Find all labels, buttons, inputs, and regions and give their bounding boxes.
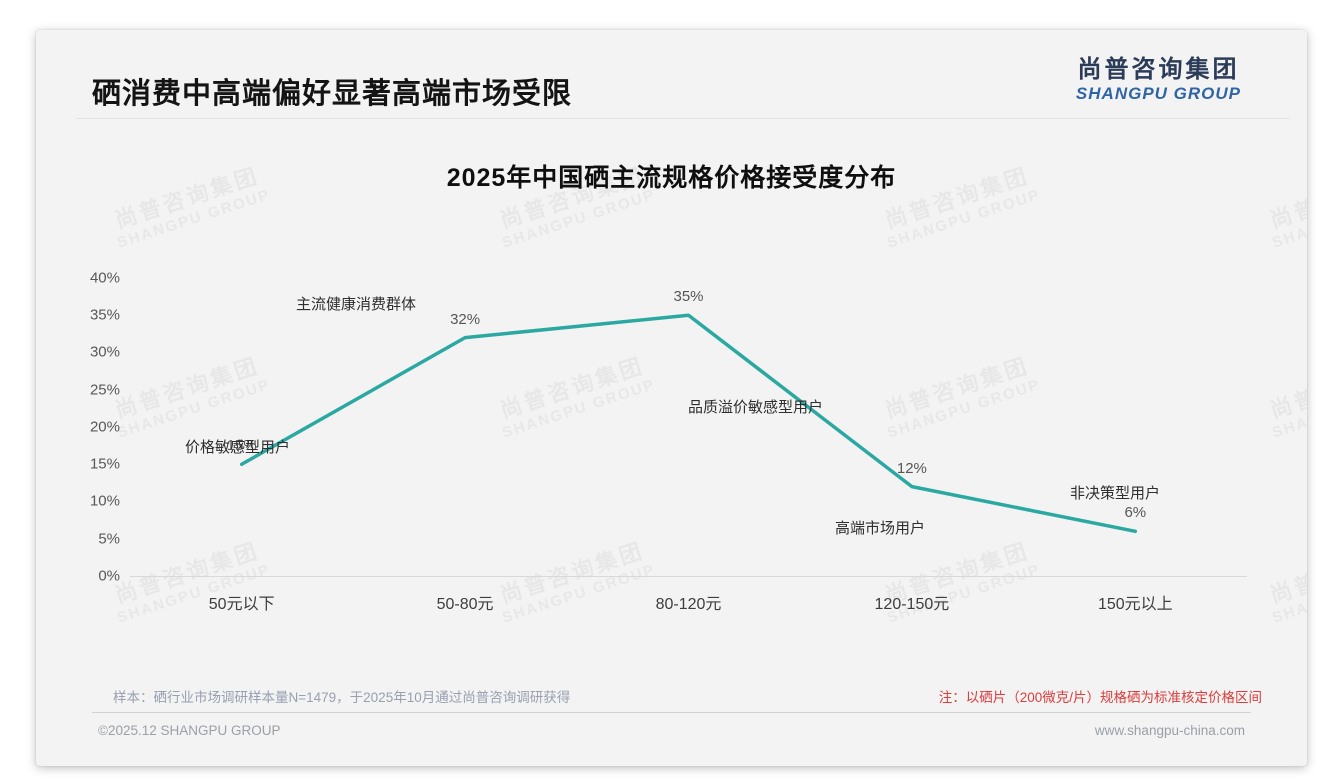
- website-url: www.shangpu-china.com: [1094, 723, 1245, 738]
- line-chart: [239, 313, 1138, 534]
- data-label: 15%: [226, 437, 257, 455]
- data-label: 12%: [896, 459, 927, 477]
- annotation-non-decision: 非决策型用户: [1070, 485, 1161, 502]
- copyright-text: ©2025.12 SHANGPU GROUP: [98, 723, 281, 738]
- sample-note: 样本：硒行业市场调研样本量N=1479，于2025年10月通过尚普咨询调研获得: [113, 690, 571, 705]
- x-category-label: 50-80元: [436, 596, 494, 613]
- x-axis-line: [130, 576, 1247, 577]
- data-label: 32%: [450, 310, 481, 328]
- y-tick: 0%: [98, 567, 120, 585]
- data-label: 35%: [673, 288, 704, 306]
- y-tick: 35%: [89, 306, 120, 324]
- annotation-highend-market: 高端市场用户: [835, 520, 926, 537]
- chart-title: 2025年中国硒主流规格价格接受度分布: [446, 164, 897, 192]
- data-label: 6%: [1124, 504, 1147, 522]
- annotation-mainstream-health: 主流健康消费群体: [296, 296, 417, 313]
- x-category-label: 120-150元: [874, 596, 950, 613]
- logo-en-text: SHANGPU GROUP: [1075, 83, 1241, 103]
- x-category-label: 50元以下: [208, 596, 275, 613]
- y-tick: 40%: [89, 269, 120, 287]
- title-divider: [76, 118, 1290, 119]
- y-tick: 30%: [89, 343, 120, 361]
- annotation-price-sensitive: 价格敏感型用户: [185, 439, 291, 456]
- y-tick: 20%: [89, 418, 120, 436]
- x-category-label: 80-120元: [655, 596, 722, 613]
- trend-line: [239, 313, 1138, 534]
- company-logo: 尚普咨询集团 SHANGPU GROUP: [1076, 56, 1241, 103]
- logo-cn-text: 尚普咨询集团: [1077, 56, 1240, 83]
- y-tick: 15%: [89, 455, 120, 473]
- y-tick: 10%: [89, 492, 120, 510]
- annotation-quality-premium: 品质溢价敏感型用户: [688, 399, 824, 416]
- y-tick: 5%: [98, 530, 120, 548]
- footer-divider: [92, 712, 1251, 713]
- y-tick: 25%: [89, 381, 120, 399]
- page-title: 硒消费中高端偏好显著高端市场受限: [92, 78, 573, 110]
- price-basis-note: 注：以硒片（200微克/片）规格硒为标准核定价格区间: [938, 690, 1262, 705]
- x-category-label: 150元以上: [1097, 596, 1173, 613]
